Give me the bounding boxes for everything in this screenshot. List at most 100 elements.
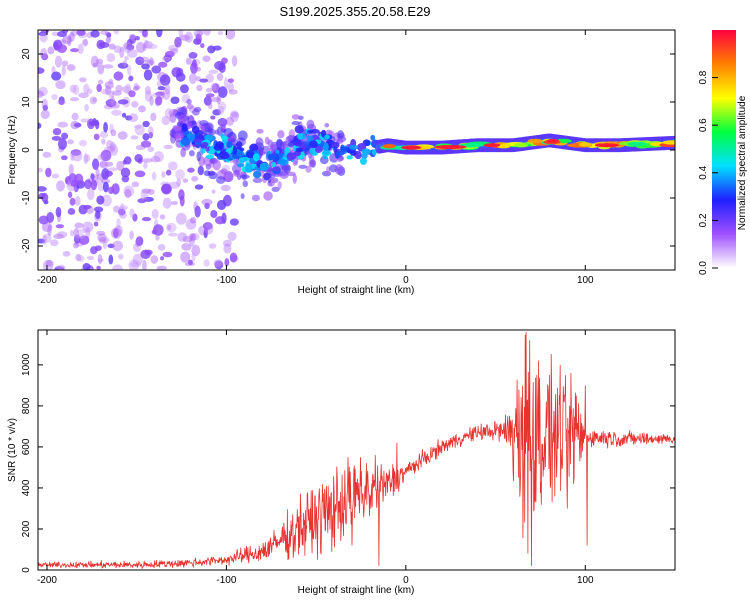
- spectrogram-cell: [38, 215, 49, 225]
- spectrogram-cell: [165, 50, 175, 58]
- spectrogram-cell: [140, 189, 149, 201]
- spectrogram-cell: [156, 30, 163, 38]
- spectrogram-cell: [83, 154, 91, 163]
- spectrogram-cell: [102, 64, 114, 69]
- spectrogram-cell: [116, 160, 125, 172]
- spectrogram-cell: [107, 243, 115, 249]
- spectrogram-ytick-label: 10: [21, 96, 32, 108]
- spectrogram-cell: [159, 74, 171, 86]
- spectrogram-cell: [191, 175, 199, 182]
- spectrogram-cell: [67, 34, 72, 47]
- spectrogram-cell: [263, 172, 271, 181]
- spectrogram-cell: [190, 216, 197, 224]
- spectrogram-xtick-label: 100: [577, 275, 594, 286]
- spectrogram-cell: [90, 173, 95, 180]
- spectrogram-cell: [161, 88, 171, 100]
- spectrogram-cell: [253, 170, 262, 179]
- snr-ylabel: SNR (10 * v/v): [7, 418, 18, 482]
- spectrogram-cell: [113, 228, 119, 238]
- spectrogram-cell: [194, 184, 204, 190]
- spectrogram-cell: [224, 258, 230, 267]
- spectrogram-cell: [132, 213, 138, 222]
- spectrogram-cell: [100, 178, 111, 184]
- spectrogram-cell: [200, 142, 209, 147]
- spectrogram-cell: [124, 188, 132, 199]
- spectrogram-cell: [271, 186, 280, 193]
- spectrogram-cell: [127, 64, 132, 76]
- spectrogram-cell: [216, 72, 224, 81]
- spectrogram-cell: [137, 198, 147, 204]
- colorbar: 0.0 0.2 0.4 0.6 0.8 Normalized spectral ampl…: [698, 30, 748, 275]
- spectrogram-cell: [61, 65, 66, 76]
- spectrogram-cell: [256, 128, 264, 134]
- spectrogram-cell: [204, 202, 210, 210]
- spectrogram-cell: [93, 133, 100, 141]
- snr-xtick-label: -100: [216, 575, 236, 586]
- spectrogram-cell: [298, 164, 308, 169]
- spectrogram-cell: [192, 58, 197, 69]
- spectrogram-cell: [113, 45, 122, 54]
- spectrogram-cell: [208, 129, 214, 135]
- spectrogram-cell: [434, 145, 467, 149]
- spectrogram-cell: [144, 39, 149, 49]
- spectrogram-cell: [92, 158, 100, 170]
- spectrogram-cell: [305, 165, 312, 173]
- spectrogram-cell: [217, 101, 227, 112]
- spectrogram-cell: [370, 134, 376, 141]
- spectrogram-cell: [38, 167, 43, 173]
- spectrogram-cell: [167, 161, 178, 171]
- spectrogram-cell: [116, 218, 121, 228]
- spectrogram-cell: [178, 114, 187, 124]
- spectrogram-cell: [546, 138, 559, 143]
- spectrogram-cell: [61, 60, 69, 67]
- spectrogram-cell: [89, 96, 98, 105]
- spectrogram-cell: [203, 170, 211, 177]
- snr-ytick-label: 0: [21, 567, 32, 573]
- spectrogram-cell: [55, 80, 66, 90]
- spectrogram-cell: [188, 51, 198, 59]
- spectrogram-cell: [104, 161, 114, 167]
- spectrogram-cell: [295, 147, 304, 153]
- spectrogram-cell: [102, 181, 109, 193]
- spectrogram-cell: [57, 121, 69, 128]
- spectrogram-cell: [142, 133, 150, 141]
- spectrogram-cell: [52, 127, 62, 136]
- spectrogram-cell: [83, 204, 92, 210]
- spectrogram-cell: [95, 210, 101, 220]
- spectrogram-cell: [144, 59, 152, 64]
- spectrogram-cell: [123, 156, 132, 165]
- spectrogram-ytick-label: 20: [21, 48, 32, 60]
- spectrogram-cell: [230, 111, 239, 118]
- spectrogram-cell: [188, 233, 195, 239]
- spectrogram-cell: [291, 114, 300, 120]
- spectrogram-cell: [154, 96, 161, 107]
- spectrogram-cell: [175, 212, 187, 225]
- spectrogram-cell: [128, 75, 134, 82]
- spectrogram-xlabel: Height of straight line (km): [298, 285, 415, 296]
- spectrogram-cell: [293, 139, 302, 147]
- snr-xtick-label: 0: [403, 575, 409, 586]
- spectrogram-cell: [263, 191, 273, 201]
- spectrogram-cell: [200, 43, 205, 49]
- spectrogram-cell: [87, 188, 95, 201]
- spectrogram-cell: [208, 171, 218, 180]
- snr-ytick-label: 600: [21, 438, 32, 455]
- spectrogram-cell: [42, 151, 52, 158]
- spectrogram-cell: [79, 77, 87, 83]
- spectrogram-cell: [194, 205, 201, 218]
- spectrogram-cell: [73, 242, 79, 249]
- spectrogram-cell: [214, 216, 226, 225]
- spectrogram-cell: [106, 32, 112, 38]
- spectrogram-cell: [277, 181, 282, 190]
- spectrogram-cell: [359, 157, 367, 165]
- spectrogram-cell: [45, 260, 54, 267]
- spectrogram-cell: [57, 100, 66, 105]
- spectrogram-cell: [231, 55, 238, 67]
- spectrogram-cell: [97, 254, 103, 265]
- spectrogram-cell: [170, 200, 179, 206]
- spectrogram-cell: [74, 173, 84, 185]
- spectrogram-cell: [527, 138, 543, 144]
- spectrogram-cell: [309, 140, 318, 149]
- spectrogram-cell: [175, 169, 185, 180]
